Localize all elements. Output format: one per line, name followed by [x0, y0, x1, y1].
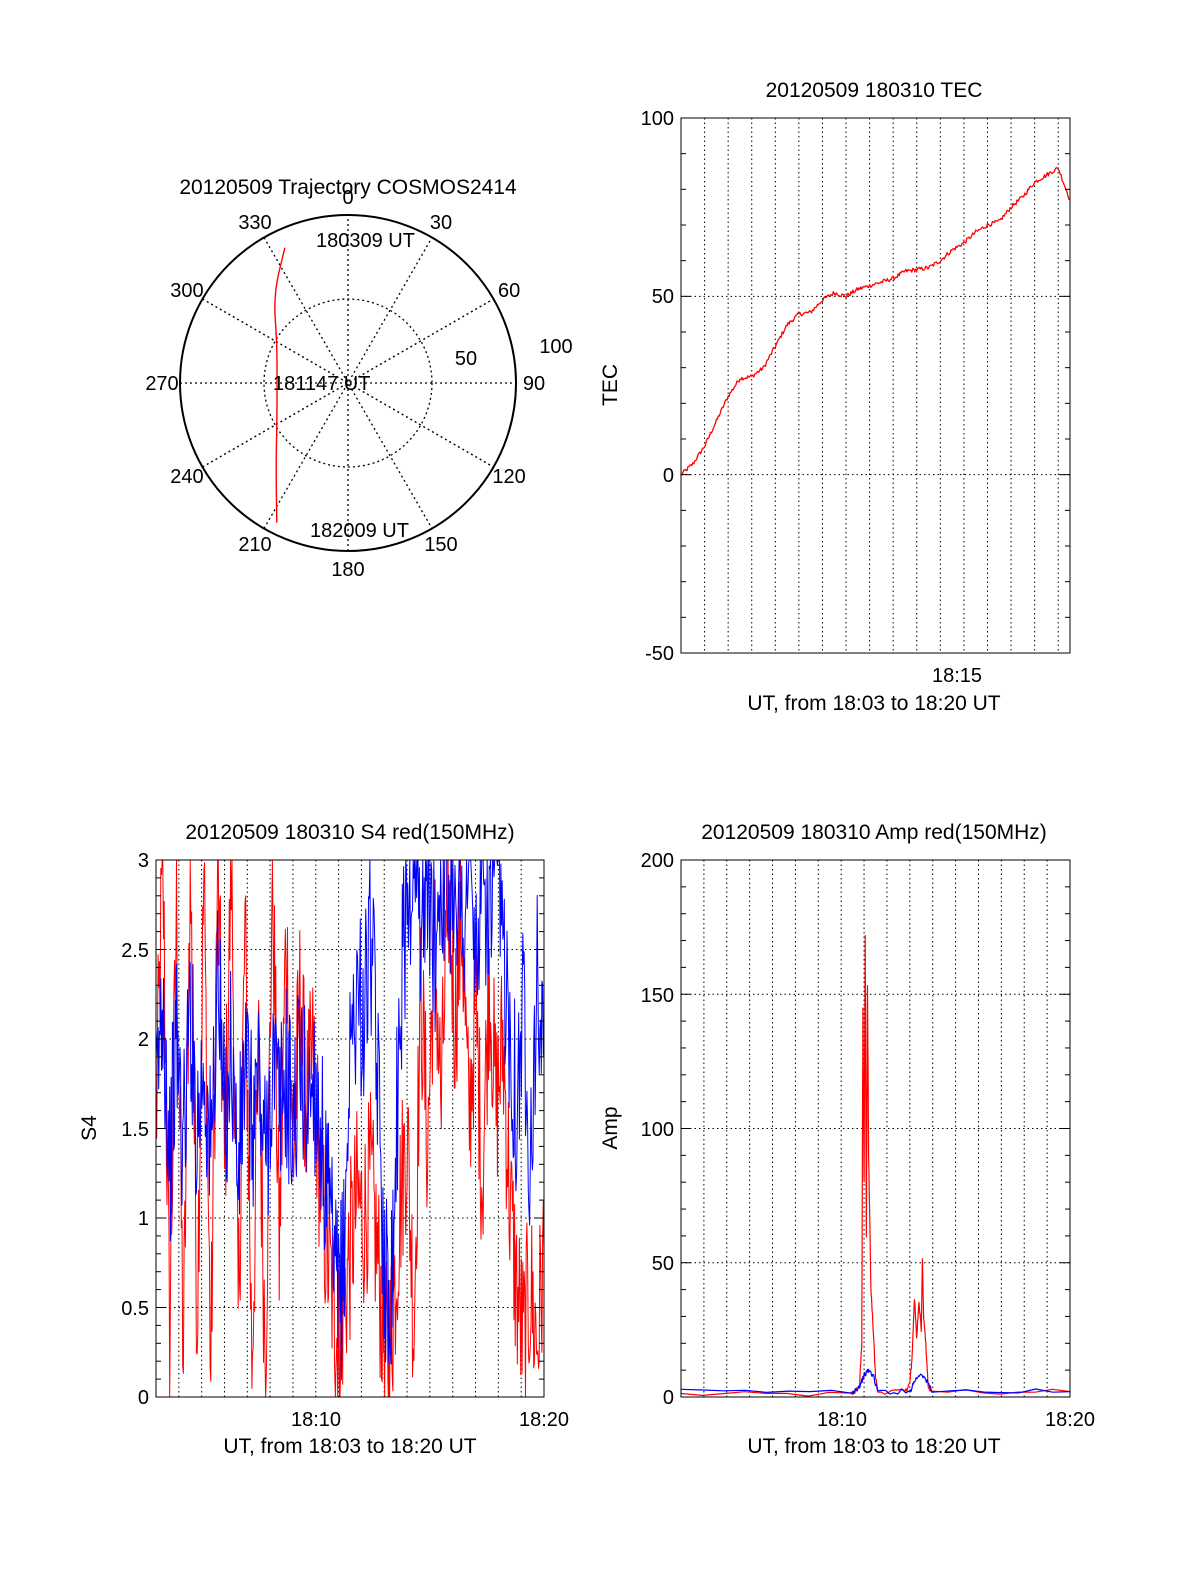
tec-x-tick-label: 18:15 [932, 665, 982, 687]
polar-time-label-end: 182009 UT [310, 520, 409, 542]
s4-y-tick-label: 1 [138, 1208, 149, 1230]
s4-title: 20120509 180310 S4 red(150MHz) [185, 821, 514, 844]
polar-radius-label-100: 100 [539, 336, 572, 358]
polar-angle-label: 30 [430, 212, 452, 234]
polar-angle-label: 240 [170, 466, 203, 488]
amp-series [680, 935, 1071, 1397]
s4-y-tick-label: 0 [138, 1387, 149, 1409]
tec-y-tick-label: -50 [645, 643, 674, 665]
polar-outer-circle [179, 214, 517, 552]
s4-chart: 20120509 180310 S4 red(150MHz) 0 0.5 1 1… [78, 821, 569, 1458]
tec-grid [681, 118, 1070, 653]
polar-grid-spoke [202, 298, 494, 468]
polar-time-label-start: 180309 UT [316, 230, 415, 252]
amp-y-axis-label: Amp [599, 1106, 622, 1149]
tec-y-tick-label: 0 [663, 465, 674, 487]
polar-time-label-mid: 181147 UT [273, 373, 370, 395]
s4-y-tick-label: 2.5 [121, 940, 149, 962]
polar-title: 20120509 Trajectory COSMOS2414 [179, 176, 517, 199]
tec-y-tick-label: 100 [641, 108, 674, 130]
tec-series-line [680, 167, 1071, 476]
amp-x-tick-label: 18:20 [1045, 1409, 1095, 1431]
tec-chart: 20120509 180310 TEC -50 0 50 100 18:15 U… [599, 79, 1071, 715]
amp-ticks [681, 859, 1070, 1398]
polar-angle-label: 150 [424, 534, 457, 556]
s4-ticks [156, 859, 544, 1398]
s4-series [155, 859, 545, 1398]
amp-chart: 20120509 180310 Amp red(150MHz) 0 50 100… [599, 821, 1095, 1458]
polar-trajectory-line [274, 247, 286, 523]
amp-grid [681, 860, 1070, 1397]
s4-y-tick-label: 2 [138, 1029, 149, 1051]
amp-y-tick-label: 0 [663, 1387, 674, 1409]
polar-angle-label: 210 [238, 534, 271, 556]
tec-title: 20120509 180310 TEC [766, 79, 983, 102]
s4-x-axis-label: UT, from 18:03 to 18:20 UT [223, 1435, 476, 1458]
amp-y-tick-label: 200 [641, 850, 674, 872]
tec-y-tick-labels: -50 0 50 100 [641, 108, 674, 665]
s4-y-tick-labels: 0 0.5 1 1.5 2 2.5 3 [121, 850, 149, 1409]
amp-series-line [680, 1368, 1071, 1395]
amp-x-tick-label: 18:10 [817, 1409, 867, 1431]
polar-grid-spoke [202, 298, 494, 468]
s4-x-tick-label: 18:10 [291, 1409, 341, 1431]
polar-angle-label: 0 [342, 187, 353, 209]
tec-y-tick-label: 50 [652, 286, 674, 308]
s4-y-tick-label: 0.5 [121, 1298, 149, 1320]
polar-grid-spoke [263, 237, 433, 529]
s4-x-tick-label: 18:20 [519, 1409, 569, 1431]
amp-series-line [680, 935, 1071, 1397]
amp-x-axis-label: UT, from 18:03 to 18:20 UT [747, 1435, 1000, 1458]
amp-y-tick-labels: 0 50 100 150 200 [641, 850, 674, 1409]
polar-trajectory-series [274, 247, 286, 523]
polar-grid-spoke [263, 237, 433, 529]
polar-radius-label-50: 50 [455, 348, 477, 370]
polar-angle-label: 330 [238, 212, 271, 234]
trajectory-polar-chart: 20120509 Trajectory COSMOS2414 0 30 60 90 12… [145, 176, 572, 581]
tec-x-axis-label: UT, from 18:03 to 18:20 UT [747, 692, 1000, 715]
polar-angle-label: 120 [492, 466, 525, 488]
s4-y-tick-label: 3 [138, 850, 149, 872]
polar-angle-label: 90 [523, 373, 545, 395]
tec-series [680, 167, 1071, 476]
s4-y-tick-label: 1.5 [121, 1119, 149, 1141]
tec-plot-frame [680, 117, 1071, 654]
polar-angle-label: 180 [331, 559, 364, 581]
polar-angle-label: 60 [498, 280, 520, 302]
polar-angle-label: 270 [145, 373, 178, 395]
tec-y-axis-label: TEC [599, 364, 622, 406]
amp-title: 20120509 180310 Amp red(150MHz) [701, 821, 1047, 844]
s4-series-line [155, 859, 545, 1381]
polar-grid [180, 215, 516, 551]
amp-y-tick-label: 50 [652, 1253, 674, 1275]
amp-y-tick-label: 150 [641, 985, 674, 1007]
polar-angle-label: 300 [170, 280, 203, 302]
polar-angle-labels: 0 30 60 90 120 150 180 210 240 270 300 330 [145, 187, 545, 581]
tec-ticks [681, 117, 1070, 654]
amp-y-tick-label: 100 [641, 1119, 674, 1141]
s4-y-axis-label: S4 [78, 1115, 101, 1141]
